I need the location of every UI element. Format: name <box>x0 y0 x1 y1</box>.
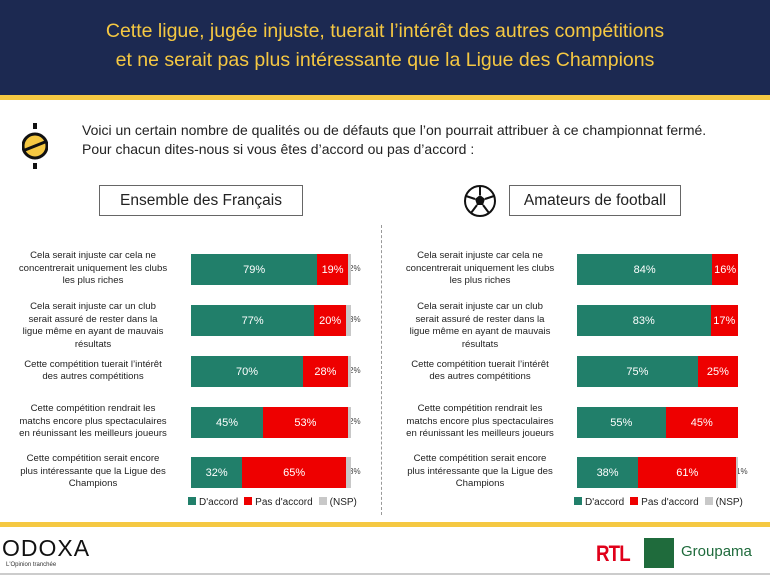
panel-title-ensemble: Ensemble des Français <box>99 185 303 216</box>
stacked-bar: 32% 65% <box>191 457 351 488</box>
legend-nsp: (NSP) <box>704 497 743 508</box>
bottom-border <box>0 573 770 575</box>
bar-nsp <box>347 407 351 438</box>
groupama-logo: Groupama <box>681 543 752 560</box>
bar-pas-accord: 16% <box>712 254 738 285</box>
stacked-bar: 75% 25% <box>577 356 738 387</box>
odoxa-logo: ODOXA <box>2 535 91 561</box>
row-label: Cela serait injuste car un club serait a… <box>22 301 164 350</box>
row-label: Cette compétition tuerait l’intérêt des … <box>24 358 162 383</box>
bar-accord: 83% <box>577 305 711 336</box>
bar-accord: 70% <box>191 356 303 387</box>
nsp-value-label: 2% <box>349 366 361 375</box>
row-label: Cela serait injuste car cela ne concentr… <box>18 250 168 287</box>
bar-nsp <box>346 457 351 488</box>
legend-nsp: (NSP) <box>318 497 357 508</box>
odoxa-tagline: L'Opinion tranchée <box>6 562 57 568</box>
panel-title-amateurs: Amateurs de football <box>509 185 681 216</box>
row-label: Cette compétition rendrait les matchs en… <box>19 403 167 440</box>
slide-title: Cette ligue, jugée injuste, tuerait l’in… <box>0 0 770 95</box>
nsp-value-label: 3% <box>349 467 361 476</box>
legend-accord: D'accord <box>188 497 238 508</box>
row-label: Cela serait injuste car un club serait a… <box>409 301 551 350</box>
stacked-bar: 55% 45% <box>577 407 738 438</box>
panel-divider <box>381 225 382 515</box>
nsp-value-label: 2% <box>349 264 361 273</box>
legend-pas-accord: Pas d'accord <box>630 497 699 508</box>
legend-ensemble: D'accord Pas d'accord (NSP) <box>188 497 357 508</box>
bar-pas-accord: 53% <box>263 407 348 438</box>
row-label: Cette compétition rendrait les matchs en… <box>406 403 554 440</box>
stacked-bar: 70% 28% <box>191 356 351 387</box>
legend-amateurs: D'accord Pas d'accord (NSP) <box>574 497 743 508</box>
legend-pas-accord: Pas d'accord <box>244 497 313 508</box>
header-divider <box>0 95 770 100</box>
intro-line-1: Voici un certain nombre de qualités ou d… <box>82 122 707 138</box>
stacked-bar: 84% 16% <box>577 254 738 285</box>
bar-nsp <box>346 305 351 336</box>
odoxa-coin-icon <box>22 123 48 169</box>
bar-nsp <box>347 254 351 285</box>
bar-accord: 32% <box>191 457 243 488</box>
bar-accord: 84% <box>577 254 713 285</box>
bar-nsp <box>736 457 738 488</box>
bar-accord: 77% <box>191 305 315 336</box>
bar-accord: 75% <box>577 356 698 387</box>
title-line-2: et ne serait pas plus intéressante que l… <box>115 49 655 71</box>
row-label: Cela serait injuste car cela ne concentr… <box>405 250 555 287</box>
bar-accord: 38% <box>577 457 639 488</box>
stacked-bar: 77% 20% <box>191 305 351 336</box>
intro-text: Voici un certain nombre de qualités ou d… <box>82 121 706 159</box>
bar-pas-accord: 20% <box>314 305 347 336</box>
bar-pas-accord: 65% <box>242 457 347 488</box>
bar-nsp <box>347 356 351 387</box>
bar-accord: 79% <box>191 254 318 285</box>
groupama-icon <box>644 538 674 568</box>
stacked-bar: 38% 61% <box>577 457 738 488</box>
football-icon <box>464 185 496 217</box>
row-label: Cette compétition serait encore plus int… <box>407 453 553 490</box>
bar-accord: 55% <box>577 407 666 438</box>
intro-line-2: Pour chacun dites-nous si vous êtes d’ac… <box>82 141 475 157</box>
stacked-bar: 45% 53% <box>191 407 351 438</box>
bar-pas-accord: 61% <box>638 457 737 488</box>
row-label: Cette compétition tuerait l’intérêt des … <box>411 358 549 383</box>
bar-pas-accord: 45% <box>665 407 738 438</box>
bar-pas-accord: 28% <box>303 356 348 387</box>
bar-accord: 45% <box>191 407 263 438</box>
bar-pas-accord: 17% <box>710 305 738 336</box>
nsp-value-label: 1% <box>736 467 748 476</box>
nsp-value-label: 3% <box>349 315 361 324</box>
bar-pas-accord: 25% <box>697 356 738 387</box>
stacked-bar: 83% 17% <box>577 305 738 336</box>
row-label: Cette compétition serait encore plus int… <box>20 453 166 490</box>
footer-divider <box>0 522 770 527</box>
title-line-1: Cette ligue, jugée injuste, tuerait l’in… <box>105 20 665 42</box>
legend-accord: D'accord <box>574 497 624 508</box>
bar-pas-accord: 19% <box>317 254 348 285</box>
stacked-bar: 79% 19% <box>191 254 351 285</box>
nsp-value-label: 2% <box>349 417 361 426</box>
rtl-logo: RTL <box>595 541 631 566</box>
